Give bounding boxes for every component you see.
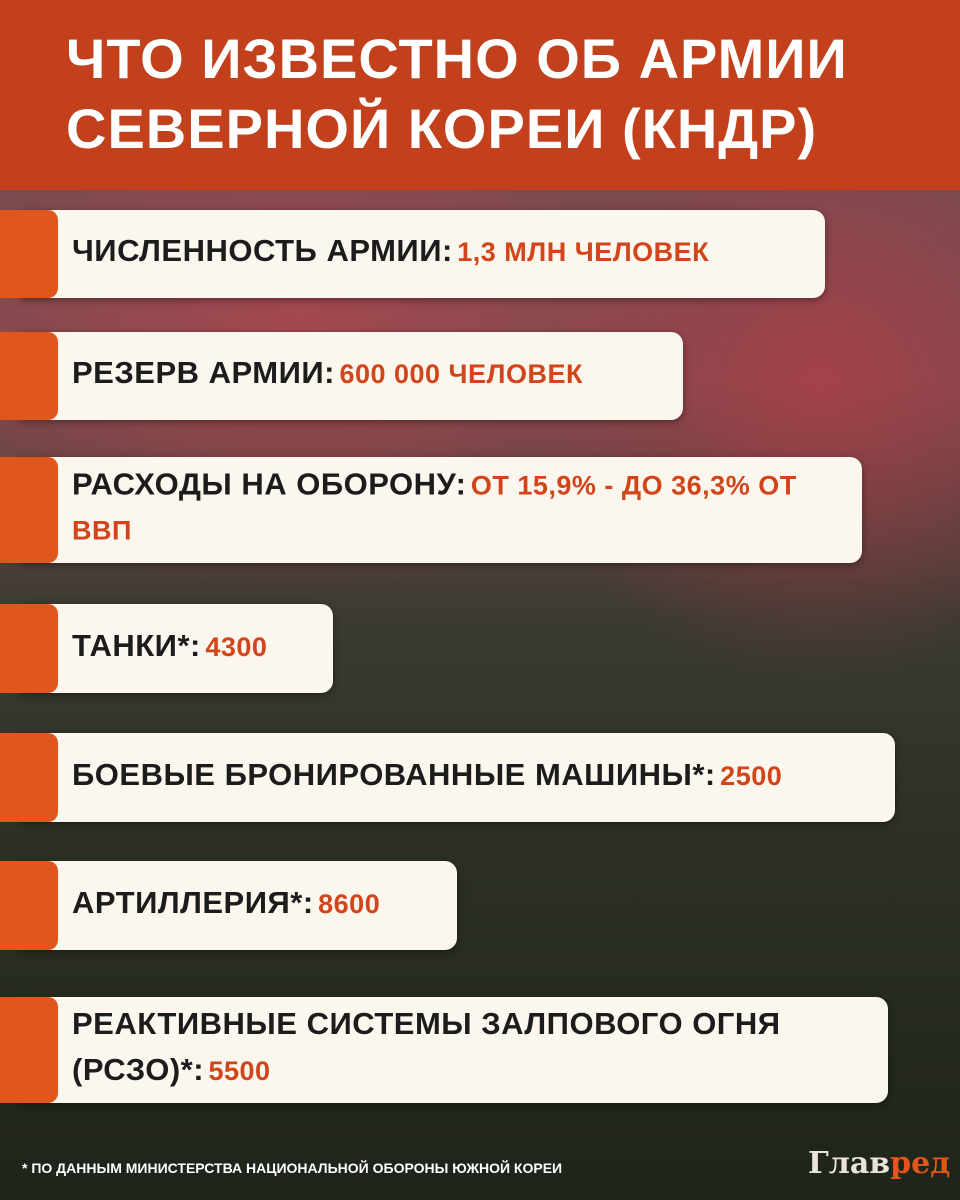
title-line: СЕВЕРНОЙ КОРЕИ (КНДР) (66, 97, 818, 160)
fact-value: 5500 (208, 1056, 271, 1086)
card-text: ЧИСЛЕННОСТЬ АРМИИ: 1,3 МЛН ЧЕЛОВЕК (72, 231, 807, 277)
footnote: * ПО ДАННЫМ МИНИСТЕРСТВА НАЦИОНАЛЬНОЙ ОБ… (22, 1160, 563, 1176)
card-tab (0, 604, 58, 693)
logo-main: Глав (808, 1146, 891, 1181)
fact-label: ТАНКИ*: (72, 627, 201, 663)
card-text: РЕЗЕРВ АРМИИ: 600 000 ЧЕЛОВЕК (72, 353, 665, 399)
card-tab (0, 210, 58, 298)
fact-card: РЕАКТИВНЫЕ СИСТЕМЫ ЗАЛПОВОГО ОГНЯ (РСЗО)… (20, 997, 888, 1103)
fact-value: 1,3 МЛН ЧЕЛОВЕК (457, 237, 710, 267)
fact-card: АРТИЛЛЕРИЯ*: 8600 (20, 861, 457, 950)
fact-label: РЕЗЕРВ АРМИИ: (72, 355, 335, 390)
card-text: ТАНКИ*: 4300 (72, 626, 315, 672)
card-tab (0, 457, 58, 563)
fact-card: БОЕВЫЕ БРОНИРОВАННЫЕ МАШИНЫ*: 2500 (20, 733, 895, 822)
card-tab (0, 861, 58, 950)
fact-value: 2500 (720, 760, 783, 791)
fact-card: ТАНКИ*: 4300 (20, 604, 333, 693)
card-tab (0, 733, 58, 822)
logo-accent: ред (890, 1146, 951, 1181)
fact-value: 600 000 ЧЕЛОВЕК (339, 359, 583, 389)
title-line: ЧТО ИЗВЕСТНО ОБ АРМИИ (66, 27, 848, 90)
card-text: РЕАКТИВНЫЕ СИСТЕМЫ ЗАЛПОВОГО ОГНЯ (РСЗО)… (72, 1004, 870, 1096)
fact-card: РАСХОДЫ НА ОБОРОНУ: ОТ 15,9% - ДО 36,3% … (20, 457, 862, 563)
fact-value: ОТ 15,9% - ДО 36,3% ОТ ВВП (72, 470, 797, 546)
card-text: БОЕВЫЕ БРОНИРОВАННЫЕ МАШИНЫ*: 2500 (72, 755, 877, 801)
fact-label: АРТИЛЛЕРИЯ*: (72, 884, 314, 920)
fact-label: ЧИСЛЕННОСТЬ АРМИИ: (72, 233, 453, 268)
card-text: РАСХОДЫ НА ОБОРОНУ: ОТ 15,9% - ДО 36,3% … (72, 465, 844, 556)
fact-card: ЧИСЛЕННОСТЬ АРМИИ: 1,3 МЛН ЧЕЛОВЕК (20, 210, 825, 298)
fact-label: БОЕВЫЕ БРОНИРОВАННЫЕ МАШИНЫ*: (72, 756, 716, 792)
card-tab (0, 997, 58, 1103)
fact-label: РЕАКТИВНЫЕ СИСТЕМЫ ЗАЛПОВОГО ОГНЯ (РСЗО)… (72, 1006, 781, 1087)
fact-card: РЕЗЕРВ АРМИИ: 600 000 ЧЕЛОВЕК (20, 332, 683, 420)
fact-value: 4300 (205, 631, 268, 662)
header: ЧТО ИЗВЕСТНО ОБ АРМИИ СЕВЕРНОЙ КОРЕИ (КН… (0, 0, 960, 190)
card-text: АРТИЛЛЕРИЯ*: 8600 (72, 883, 439, 929)
fact-label: РАСХОДЫ НА ОБОРОНУ: (72, 466, 467, 502)
logo: Главред (808, 1146, 950, 1181)
fact-value: 8600 (318, 888, 381, 919)
card-tab (0, 332, 58, 420)
